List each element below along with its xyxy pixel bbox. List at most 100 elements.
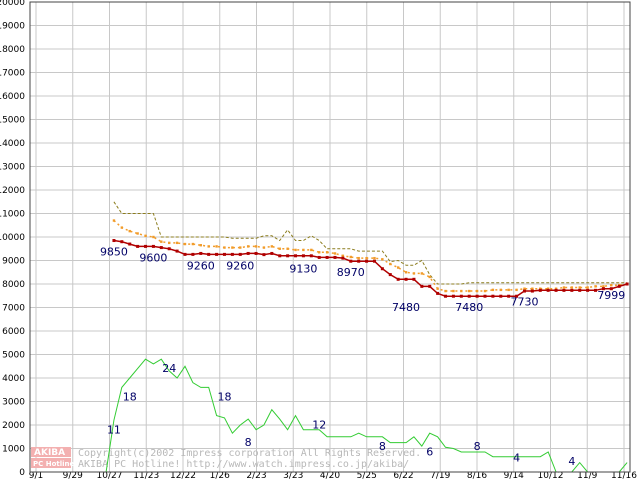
avg-price-point [594, 285, 597, 288]
avg-price-point [499, 288, 502, 292]
min-price-point [136, 244, 140, 248]
avg-price-point [318, 251, 321, 254]
avg-price-point [183, 242, 187, 246]
price-label: 8970 [337, 266, 365, 279]
y-tick-label: 1000 [2, 445, 25, 455]
y-tick-label: 13000 [0, 163, 25, 173]
data-series [35, 201, 629, 473]
min-price-point [175, 249, 179, 253]
avg-price-point [531, 287, 534, 290]
min-price-point [246, 251, 250, 255]
min-price-point [412, 277, 416, 281]
y-tick-label: 5000 [2, 351, 25, 361]
plot-frame [29, 1, 631, 473]
avg-price-point [475, 289, 479, 293]
avg-price-point [278, 247, 281, 250]
avg-price-point [436, 287, 439, 290]
min-price-point [546, 288, 550, 292]
avg-price-point [515, 288, 518, 292]
avg-price-point [262, 246, 266, 249]
x-tick-label: 6/22 [393, 471, 413, 480]
watermark-logo-bottom-box [31, 458, 71, 468]
avg-price-point [365, 256, 368, 260]
avg-price-point [491, 288, 495, 292]
min-price-point [404, 277, 408, 281]
avg-price-point [507, 288, 510, 292]
avg-price-point [215, 245, 218, 248]
avg-price-point [325, 251, 329, 254]
avg-price-point [152, 235, 155, 239]
min-price-point [341, 256, 345, 260]
avg-price-point [310, 248, 313, 252]
min-price-point [333, 255, 337, 259]
x-tick-label: 11/23 [133, 471, 159, 480]
price-label: 7999 [597, 289, 625, 302]
min-price-point [167, 247, 171, 251]
min-price-point [483, 294, 487, 298]
avg-price-point [333, 252, 337, 255]
min-price-point [570, 288, 574, 292]
avg-price-point [539, 287, 542, 290]
price-label: 7480 [392, 301, 420, 314]
min-price-point [522, 289, 526, 293]
avg-price-point [246, 245, 250, 248]
watermark-logo-top: AKIBA [34, 448, 65, 458]
min-price-point [436, 291, 440, 295]
avg-price-point [120, 226, 124, 229]
avg-price-point [483, 289, 487, 293]
avg-price-point [223, 246, 226, 249]
y-tick-label: 2000 [2, 421, 25, 431]
x-tick-label: 10/12 [538, 471, 564, 480]
avg-price-point [444, 289, 447, 293]
min-price-point [128, 242, 132, 246]
min-price-point [578, 288, 582, 292]
watermark-logo-bottom: PC Hotline! [33, 460, 77, 468]
series-line-avg-price [113, 219, 628, 292]
min-price-point [562, 288, 566, 292]
price-label: 7730 [510, 295, 538, 308]
data-labels: 9850 9600 9260 9260 9130 8970 7480 7480 7730 7999… [100, 246, 625, 469]
avg-price-point [546, 287, 550, 290]
y-tick-label: 11000 [0, 210, 25, 220]
min-price-point [159, 246, 163, 250]
y-tick-label: 10000 [0, 233, 25, 243]
min-price-point [515, 294, 519, 298]
min-price-point [475, 294, 479, 298]
avg-price-point [420, 272, 424, 275]
min-price-point [325, 255, 329, 259]
grid-lines [30, 1, 630, 473]
y-tick-label: 15000 [0, 116, 25, 126]
avg-price-point [270, 245, 274, 248]
avg-price-point [570, 286, 574, 289]
y-tick-label: 6000 [2, 327, 25, 337]
min-price-point [207, 252, 211, 256]
avg-price-point [112, 219, 116, 222]
count-label: 8 [474, 440, 481, 453]
x-tick-label: 5/25 [357, 471, 377, 480]
min-price-point [238, 252, 242, 256]
min-price-point [372, 259, 376, 263]
min-price-point [530, 289, 534, 293]
avg-price-point [610, 283, 613, 287]
series-line-shop-count [35, 358, 628, 473]
min-price-point [507, 294, 511, 298]
avg-price-point [207, 245, 210, 248]
avg-price-point [199, 244, 202, 247]
series-line-max-price [113, 201, 628, 285]
y-tick-label: 16000 [0, 92, 25, 102]
min-price-point [278, 254, 282, 258]
watermark-logo-top-box [31, 447, 71, 457]
min-price-point [609, 287, 613, 291]
price-label: 9600 [139, 251, 167, 264]
min-price-point [451, 294, 455, 298]
y-tick-label: 19000 [0, 22, 25, 32]
min-price-point [625, 282, 629, 286]
min-price-point [380, 267, 384, 271]
count-label: 4 [568, 455, 575, 468]
price-label: 9260 [226, 259, 254, 272]
min-price-point [467, 294, 471, 298]
count-label: 18 [217, 390, 231, 403]
avg-price-point [468, 289, 471, 293]
min-price-point [428, 284, 432, 288]
